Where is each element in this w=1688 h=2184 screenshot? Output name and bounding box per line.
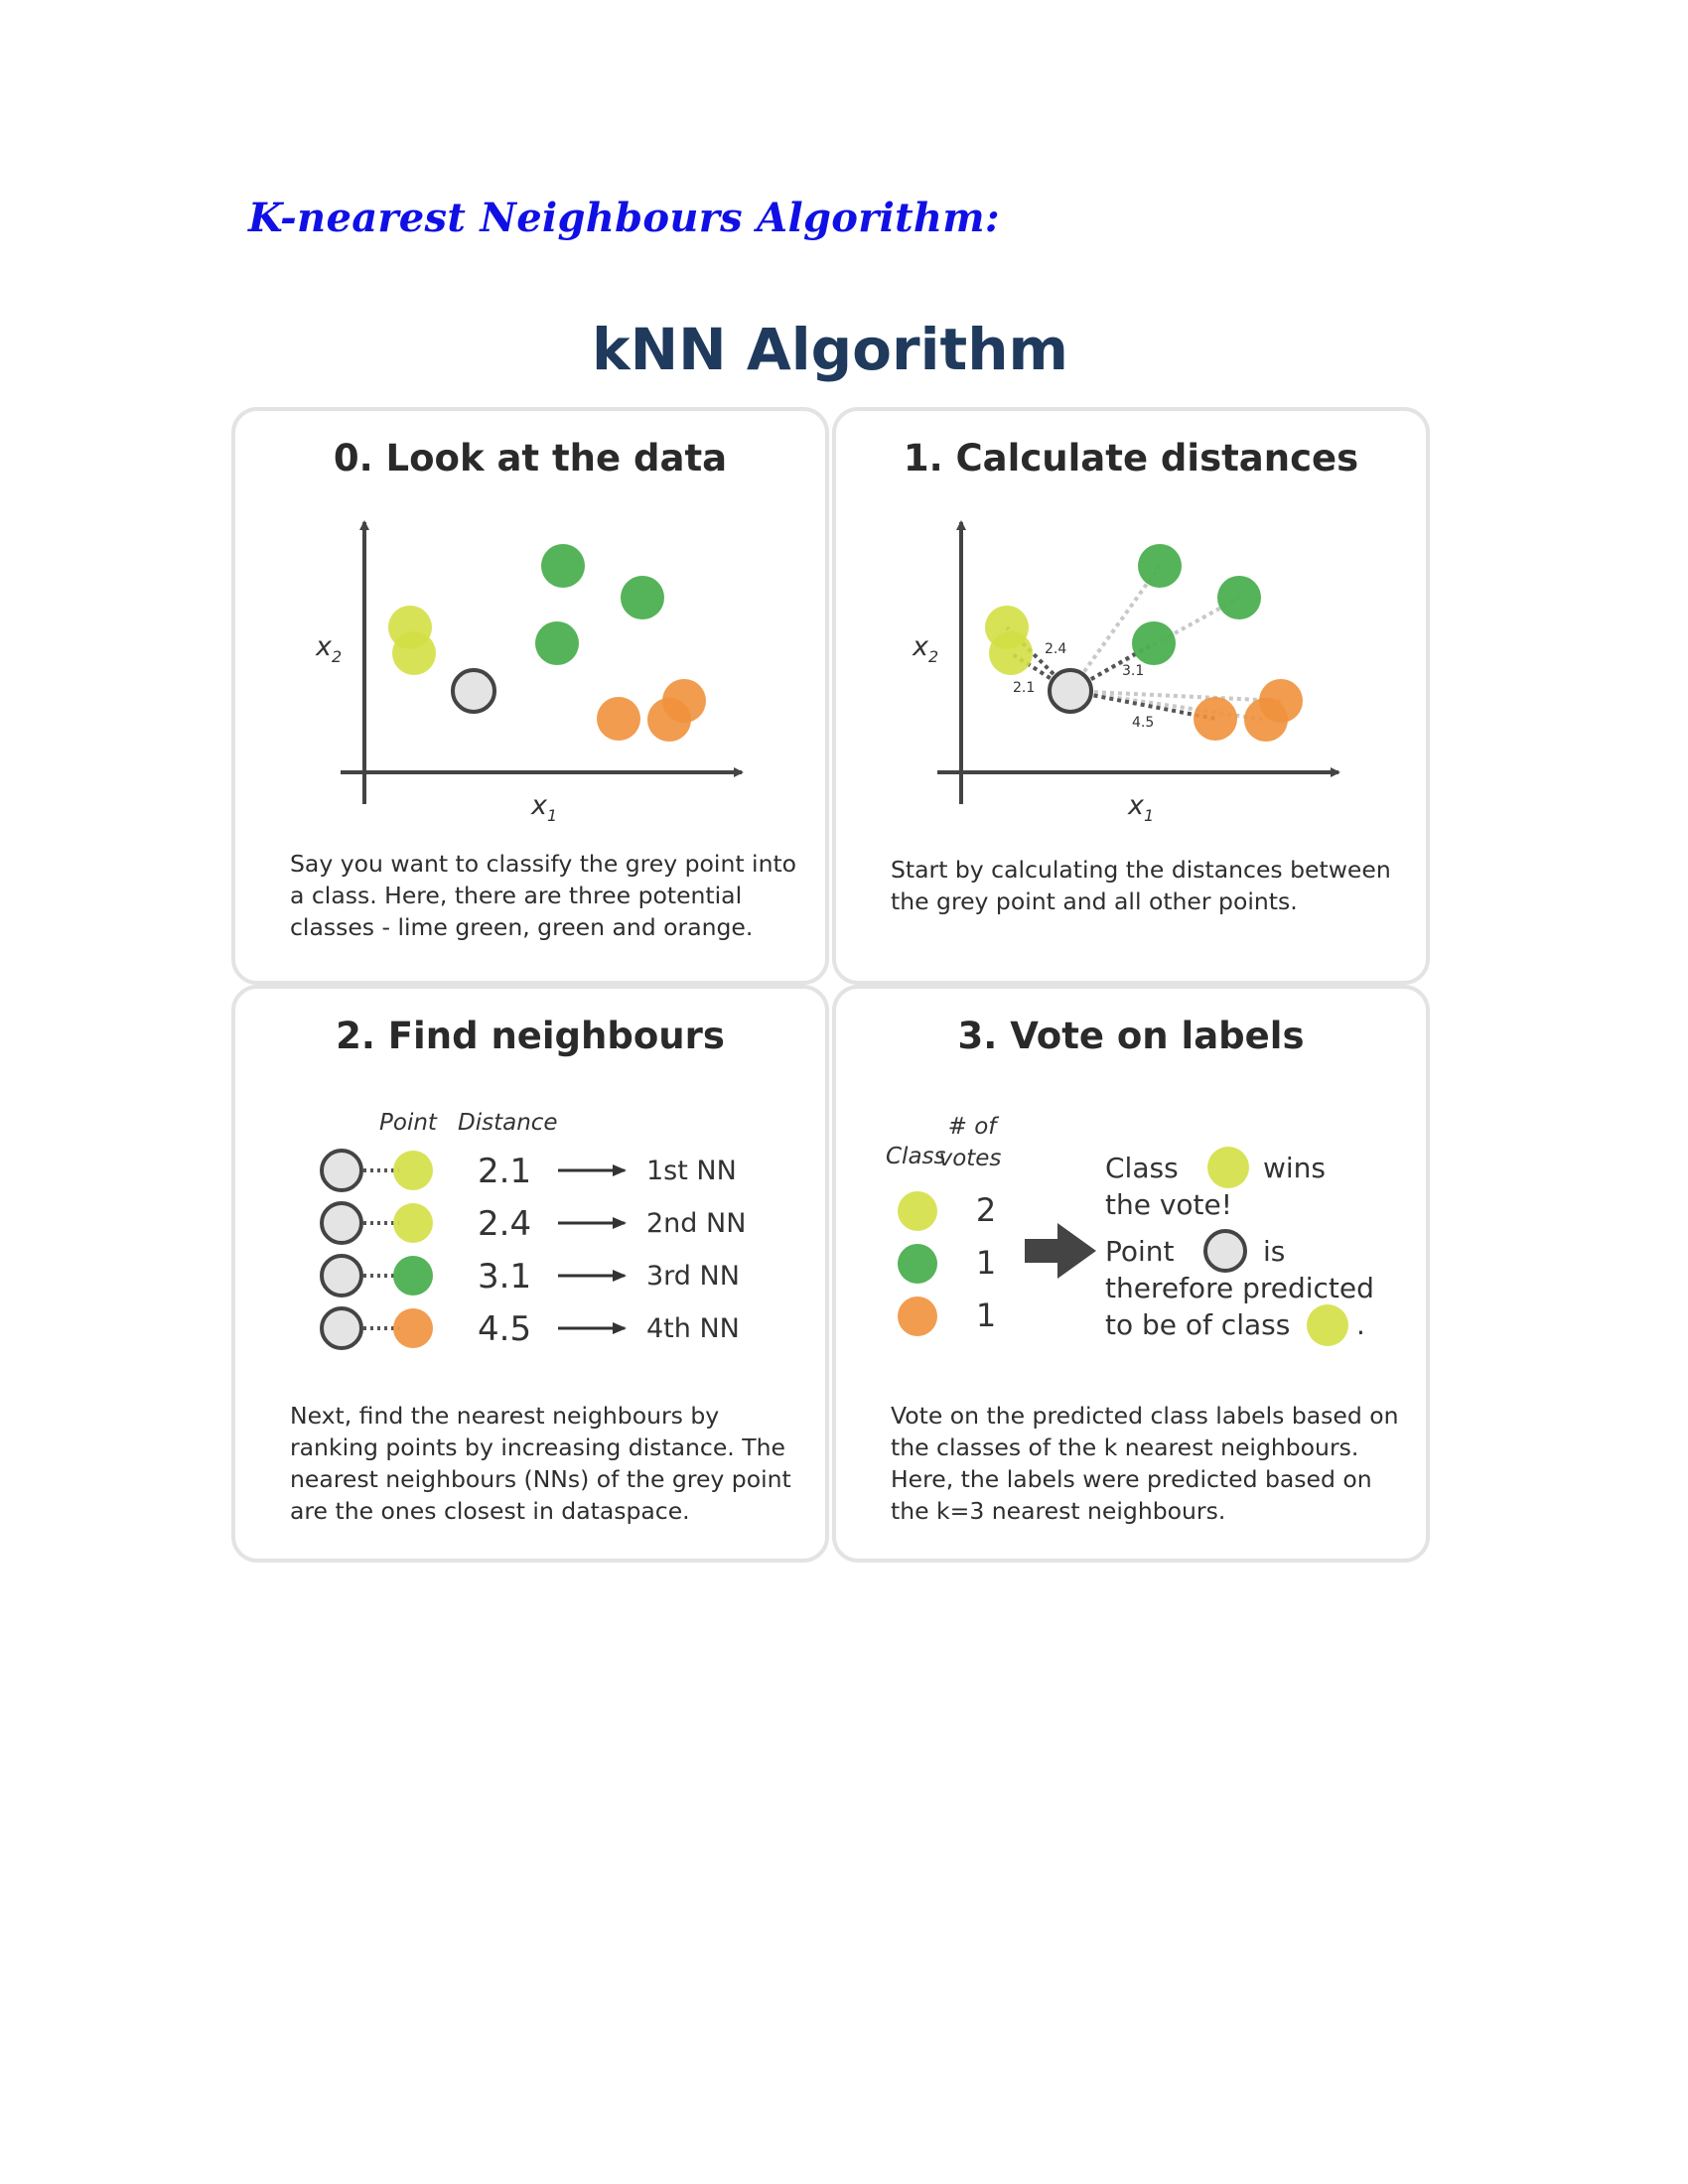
distance-line (1069, 689, 1216, 721)
result-text: wins (1263, 1152, 1326, 1184)
scatter-plot: x2 x1 (315, 520, 744, 825)
distance-line (1068, 564, 1162, 693)
green-point (393, 1256, 433, 1296)
distance-label: 2.1 (1013, 680, 1035, 696)
vote-count: 1 (976, 1244, 996, 1282)
result-text: is (1263, 1235, 1285, 1268)
distance-plot: x2 x1 2.1 2.4 3.1 4.5 (912, 520, 1340, 825)
grey-query-point (320, 1306, 363, 1350)
vote-tally: Class # of votes 2 1 1 Class wins the vo… (886, 1114, 1374, 1346)
document-heading: K-nearest Neighbours Algorithm: (248, 195, 1000, 241)
orange-point (1194, 697, 1237, 741)
grey-query-point (320, 1254, 363, 1297)
big-arrow (1025, 1223, 1096, 1279)
lime-point (393, 1151, 433, 1190)
lime-point (898, 1191, 937, 1231)
panel-description: Start by calculating the distances betwe… (891, 856, 1391, 915)
neighbour-row: 4.5 4th NN (320, 1306, 740, 1350)
rank-label: 2nd NN (646, 1208, 746, 1239)
green-point (1138, 544, 1182, 588)
distance-label: 4.5 (1132, 715, 1154, 731)
orange-point (898, 1297, 937, 1336)
green-point (621, 576, 664, 619)
x-axis-label: x1 (530, 790, 557, 825)
orange-point (1244, 698, 1288, 742)
panel-calculate-distances: 1. Calculate distances x2 x1 2.1 2.4 3. (832, 407, 1430, 985)
distance-value: 4.5 (478, 1309, 531, 1349)
panel-title: 0. Look at the data (333, 437, 728, 479)
x-axis-label: x1 (1127, 790, 1154, 825)
distance-value: 2.4 (478, 1204, 531, 1244)
y-axis-label: x2 (315, 631, 342, 666)
column-header-point: Point (379, 1110, 438, 1136)
lime-point (989, 631, 1033, 675)
orange-point (647, 698, 691, 742)
panel-title: 2. Find neighbours (336, 1015, 725, 1057)
neighbour-row: 3.1 3rd NN (320, 1254, 740, 1297)
result-text: to be of class (1105, 1308, 1290, 1341)
neighbour-row: 2.4 2nd NN (320, 1201, 746, 1245)
green-point (1217, 576, 1261, 619)
grey-query-point (451, 668, 496, 714)
distance-label: 3.1 (1122, 663, 1144, 679)
green-point (535, 621, 579, 665)
green-point (898, 1244, 937, 1284)
green-point (541, 544, 585, 588)
rank-label: 4th NN (646, 1313, 740, 1344)
column-header-votes: votes (939, 1146, 1002, 1171)
result-text: Class (1105, 1152, 1179, 1184)
vote-count: 2 (976, 1191, 996, 1229)
panel-title: 3. Vote on labels (957, 1015, 1305, 1057)
neighbour-ranking: Point Distance 2.1 1st NN 2.4 2nd NN 3.1… (320, 1110, 746, 1350)
panel-find-neighbours: 2. Find neighbours Point Distance 2.1 1s… (231, 985, 829, 1563)
lime-point (392, 631, 436, 675)
result-text: . (1356, 1308, 1365, 1341)
neighbour-row: 2.1 1st NN (320, 1149, 737, 1192)
grey-query-point (320, 1201, 363, 1245)
panel-vote-on-labels: 3. Vote on labels Class # of votes 2 1 1… (832, 985, 1430, 1563)
panel-look-at-data: 0. Look at the data x2 x1 Say you want t… (231, 407, 829, 985)
green-point (1132, 621, 1176, 665)
lime-point (393, 1203, 433, 1243)
column-header-distance: Distance (458, 1110, 558, 1136)
distance-line (1069, 689, 1282, 703)
vote-count: 1 (976, 1297, 996, 1334)
rank-label: 1st NN (646, 1156, 737, 1186)
result-text: therefore predicted (1105, 1272, 1374, 1304)
lime-point (1207, 1147, 1249, 1188)
rank-label: 3rd NN (646, 1261, 740, 1292)
result-text: Point (1105, 1235, 1175, 1268)
grey-query-point (320, 1149, 363, 1192)
distance-value: 2.1 (478, 1152, 531, 1191)
result-text: the vote! (1105, 1188, 1232, 1221)
orange-point (393, 1308, 433, 1348)
panel-description: Next, find the nearest neighbours by ran… (290, 1402, 791, 1525)
y-axis-label: x2 (912, 631, 938, 666)
orange-point (597, 697, 640, 741)
lime-point (1307, 1304, 1348, 1346)
figure-title: kNN Algorithm (592, 316, 1068, 383)
panel-description: Say you want to classify the grey point … (290, 850, 797, 941)
distance-label: 2.4 (1045, 641, 1066, 657)
panel-title: 1. Calculate distances (903, 437, 1359, 479)
grey-query-point (1203, 1229, 1247, 1273)
column-header-class: Class (886, 1144, 946, 1169)
column-header-votes: # of (948, 1114, 1000, 1140)
panel-description: Vote on the predicted class labels based… (891, 1402, 1399, 1525)
grey-query-point (1048, 668, 1093, 714)
distance-value: 3.1 (478, 1257, 531, 1297)
